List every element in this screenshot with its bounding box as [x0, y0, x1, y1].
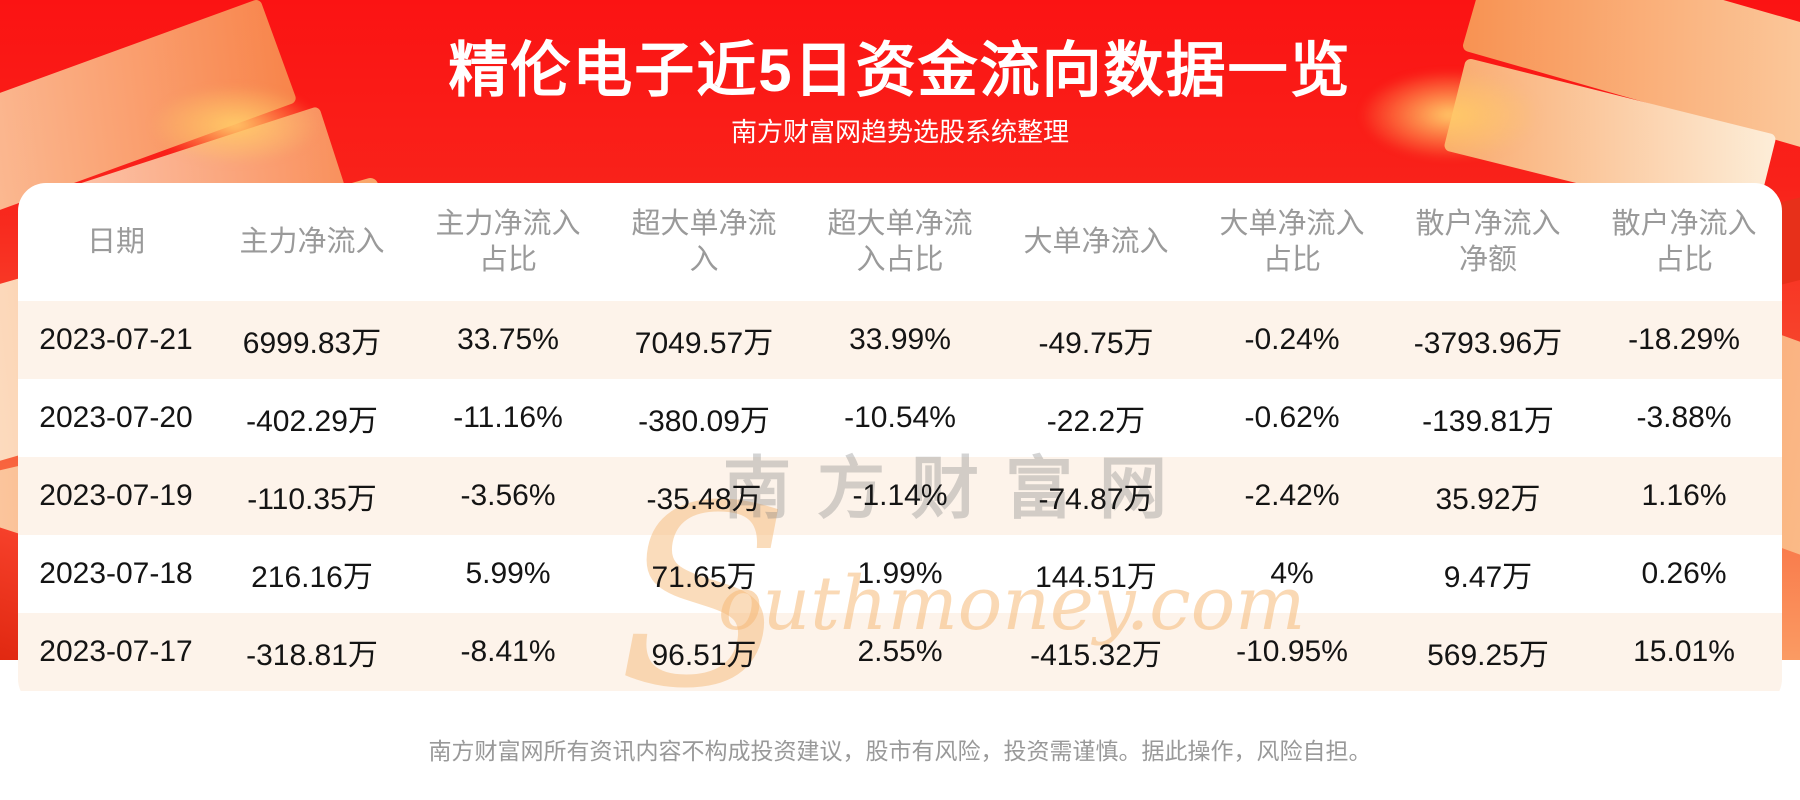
- date-cell: 2023-07-21: [39, 323, 193, 356]
- col-header-xl-order-net-inflow-line1: 超大单净流: [631, 207, 777, 240]
- col-header-date-line1: 日期: [86, 225, 145, 258]
- row-stripe-2: [18, 457, 1782, 535]
- cell: -35.48万: [646, 483, 762, 516]
- cell: -0.24%: [1244, 323, 1340, 356]
- col-header-xl-order-net-inflow: 超大单净流 入: [606, 183, 802, 301]
- data-card: S 南方财富网 outhmoney.com 日期 主力净流入 主力净流入: [18, 183, 1782, 707]
- table-row: 2023-07-20 -402.29万 -11.16% -380.09万 -10…: [18, 379, 1782, 457]
- cell: 0.26%: [1641, 557, 1727, 590]
- cell: 9.47万: [1443, 561, 1533, 594]
- cell: -49.75万: [1038, 327, 1154, 360]
- cell: -3.88%: [1636, 401, 1732, 434]
- cell: -318.81万: [246, 639, 378, 672]
- cell: 569.25万: [1427, 639, 1549, 672]
- cell: 2.55%: [857, 635, 943, 668]
- cell: -2.42%: [1244, 479, 1340, 512]
- cell: 96.51万: [651, 639, 757, 672]
- date-cell: 2023-07-20: [39, 401, 193, 434]
- table-row: 2023-07-21 6999.83万 33.75% 7049.57万 33.9…: [18, 301, 1782, 379]
- cell: -22.2万: [1046, 405, 1146, 438]
- cell: -402.29万: [246, 405, 378, 438]
- cell: 144.51万: [1035, 561, 1157, 594]
- cell: -139.81万: [1422, 405, 1554, 438]
- cell: 33.75%: [457, 323, 559, 356]
- cell: 4%: [1270, 557, 1314, 590]
- decor-glow-top-left: [150, 85, 320, 165]
- col-header-xl-order-net-inflow-line2: 入: [689, 244, 719, 276]
- col-header-date: 日期: [18, 183, 214, 301]
- cell: -10.54%: [844, 401, 956, 434]
- col-header-main-net-inflow: 主力净流入: [214, 183, 410, 301]
- col-header-large-order-net-inflow: 大单净流入: [998, 183, 1194, 301]
- col-header-retail-net-inflow-pct-line1: 散户净流入: [1611, 207, 1757, 240]
- col-header-large-order-net-inflow-pct: 大单净流入 占比: [1194, 183, 1390, 301]
- col-header-main-net-inflow-pct-line2: 占比: [478, 244, 537, 276]
- table-row: 2023-07-17 -318.81万 -8.41% 96.51万 2.55% …: [18, 613, 1782, 691]
- row-stripe-1: [18, 301, 1782, 379]
- col-header-main-net-inflow-pct: 主力净流入 占比: [410, 183, 606, 301]
- cell: 1.99%: [857, 557, 943, 590]
- table-header-row: 日期 主力净流入 主力净流入 占比 超大单净流 入: [18, 183, 1782, 301]
- page-subtitle: 南方财富网趋势选股系统整理: [730, 117, 1069, 147]
- col-header-large-order-net-inflow-line1: 大单净流入: [1023, 225, 1169, 258]
- cell: -0.62%: [1244, 401, 1340, 434]
- col-header-retail-net-inflow-pct-line2: 占比: [1654, 244, 1713, 276]
- col-header-retail-net-inflow-pct: 散户净流入 占比: [1586, 183, 1782, 301]
- cell: 216.16万: [251, 561, 373, 594]
- date-cell: 2023-07-17: [39, 635, 193, 668]
- col-header-xl-order-net-inflow-pct-line2: 入占比: [856, 244, 944, 276]
- cell: 71.65万: [651, 561, 757, 594]
- cell: 1.16%: [1641, 479, 1727, 512]
- cell: -3.56%: [460, 479, 556, 512]
- col-header-large-order-net-inflow-pct-line1: 大单净流入: [1219, 207, 1365, 240]
- cell: -3793.96万: [1413, 327, 1563, 360]
- cell: -10.95%: [1236, 635, 1348, 668]
- col-header-retail-net-inflow-line2: 净额: [1458, 244, 1517, 276]
- cell: -380.09万: [638, 405, 770, 438]
- cell: 6999.83万: [242, 327, 382, 360]
- cell: 15.01%: [1633, 635, 1735, 668]
- footer-disclaimer: 南方财富网所有资讯内容不构成投资建议，股市有风险，投资需谨慎。据此操作，风险自担…: [428, 738, 1372, 764]
- cell: -415.32万: [1030, 639, 1162, 672]
- cell: -74.87万: [1038, 483, 1154, 516]
- cell: -11.16%: [453, 401, 563, 434]
- col-header-xl-order-net-inflow-pct: 超大单净流 入占比: [802, 183, 998, 301]
- row-stripe-3: [18, 613, 1782, 691]
- col-header-large-order-net-inflow-pct-line2: 占比: [1262, 244, 1321, 276]
- cell: -110.35万: [247, 483, 377, 516]
- col-header-main-net-inflow-pct-line1: 主力净流入: [435, 207, 581, 240]
- cell: 35.92万: [1435, 483, 1541, 516]
- page-title: 精伦电子近5日资金流向数据一览: [448, 37, 1352, 104]
- table-row: 2023-07-19 -110.35万 -3.56% -35.48万 -1.14…: [18, 457, 1782, 535]
- cell: -18.29%: [1628, 323, 1740, 356]
- table-row: 2023-07-18 216.16万 5.99% 71.65万 1.99% 14…: [18, 535, 1782, 613]
- cell: -8.41%: [460, 635, 556, 668]
- date-cell: 2023-07-18: [39, 557, 193, 590]
- fund-flow-table: 日期 主力净流入 主力净流入 占比 超大单净流 入: [18, 183, 1782, 691]
- col-header-retail-net-inflow: 散户净流入 净额: [1390, 183, 1586, 301]
- cell: 5.99%: [465, 557, 551, 590]
- col-header-retail-net-inflow-line1: 散户净流入: [1415, 207, 1561, 240]
- cell: 7049.57万: [634, 327, 774, 360]
- col-header-xl-order-net-inflow-pct-line1: 超大单净流: [827, 207, 973, 240]
- date-cell: 2023-07-19: [39, 479, 193, 512]
- cell: -1.14%: [852, 479, 948, 512]
- decor-glow-top-right: [1360, 70, 1540, 160]
- col-header-main-net-inflow-line1: 主力净流入: [239, 225, 385, 258]
- cell: 33.99%: [849, 323, 951, 356]
